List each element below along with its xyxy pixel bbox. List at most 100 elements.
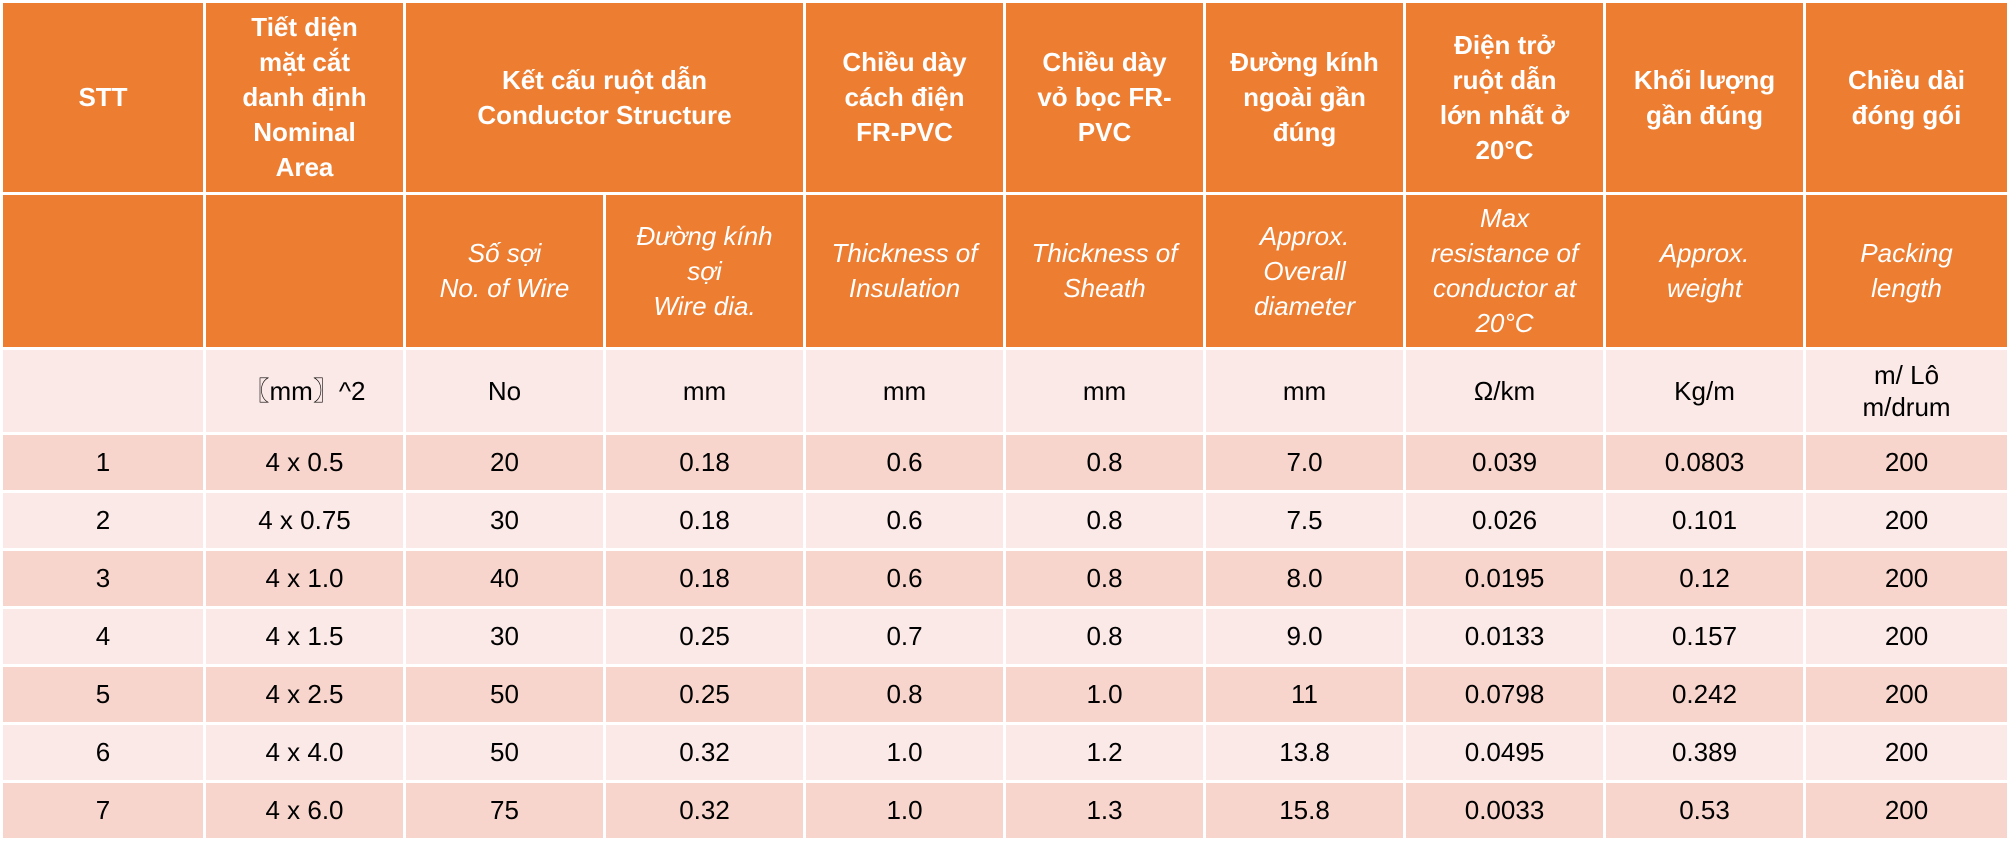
subheader-weight: Approx. weight <box>1603 192 1807 350</box>
cell-insulation: 0.7 <box>803 606 1007 667</box>
unit-insulation: mm <box>803 347 1007 435</box>
header-packing-length: Chiều dài đóng gói <box>1803 0 2007 195</box>
cell-insulation: 1.0 <box>803 780 1007 841</box>
cell-resistance: 0.0195 <box>1403 548 1607 609</box>
cell-stt: 5 <box>0 664 206 725</box>
cell-packing: 200 <box>1803 664 2007 725</box>
cell-sheath: 1.0 <box>1003 664 1207 725</box>
unit-packing: m/ Lô m/drum <box>1803 347 2007 435</box>
cell-sheath: 0.8 <box>1003 432 1207 493</box>
subheader-area <box>203 192 406 350</box>
cell-packing: 200 <box>1803 490 2007 551</box>
cell-weight: 0.12 <box>1603 548 1807 609</box>
cell-wires: 75 <box>403 780 606 841</box>
subheader-wire-dia: Đường kính sợi Wire dia. <box>602 192 807 350</box>
cell-resistance: 0.0798 <box>1403 664 1607 725</box>
cell-resistance: 0.0133 <box>1403 606 1607 667</box>
cell-weight: 0.157 <box>1603 606 1807 667</box>
cell-weight: 0.242 <box>1603 664 1807 725</box>
cell-insulation: 1.0 <box>803 722 1007 783</box>
cell-resistance: 0.0495 <box>1403 722 1607 783</box>
cell-resistance: 0.026 <box>1403 490 1607 551</box>
cell-packing: 200 <box>1803 780 2007 841</box>
header-overall-diameter: Đường kính ngoài gần đúng <box>1203 0 1407 195</box>
unit-stt <box>0 347 206 435</box>
cell-packing: 200 <box>1803 606 2007 667</box>
cell-packing: 200 <box>1803 722 2007 783</box>
cell-packing: 200 <box>1803 548 2007 609</box>
cell-diameter: 9.0 <box>1203 606 1407 667</box>
header-sheath-thickness: Chiều dày vỏ bọc FR- PVC <box>1003 0 1207 195</box>
subheader-stt <box>0 192 206 350</box>
cell-wire-dia: 0.18 <box>602 432 807 493</box>
cell-area: 4 x 0.5 <box>203 432 406 493</box>
cell-area: 4 x 4.0 <box>203 722 406 783</box>
cell-wires: 50 <box>403 664 606 725</box>
subheader-packing: Packing length <box>1803 192 2007 350</box>
cell-sheath: 0.8 <box>1003 490 1207 551</box>
unit-wires: No <box>403 347 606 435</box>
cell-insulation: 0.6 <box>803 490 1007 551</box>
cell-area: 4 x 2.5 <box>203 664 406 725</box>
cell-diameter: 13.8 <box>1203 722 1407 783</box>
header-approx-weight: Khối lượng gần đúng <box>1603 0 1807 195</box>
cell-diameter: 15.8 <box>1203 780 1407 841</box>
header-conductor-structure: Kết cấu ruột dẫn Conductor Structure <box>402 0 807 195</box>
cell-stt: 4 <box>0 606 206 667</box>
cell-area: 4 x 1.0 <box>203 548 406 609</box>
cell-packing: 200 <box>1803 432 2007 493</box>
cell-insulation: 0.6 <box>803 432 1007 493</box>
cell-weight: 0.101 <box>1603 490 1807 551</box>
unit-sheath: mm <box>1003 347 1207 435</box>
subheader-no-of-wire: Số sợi No. of Wire <box>403 192 606 350</box>
cell-wire-dia: 0.18 <box>602 490 807 551</box>
header-insulation-thickness: Chiều dày cách điện FR-PVC <box>803 0 1007 195</box>
cell-diameter: 7.0 <box>1203 432 1407 493</box>
cell-wire-dia: 0.25 <box>602 606 807 667</box>
cell-wires: 30 <box>403 606 606 667</box>
cable-spec-table: STT Tiết diện mặt cắt danh định Nominal … <box>0 0 2007 841</box>
cell-wire-dia: 0.18 <box>602 548 807 609</box>
cell-wire-dia: 0.32 <box>602 780 807 841</box>
unit-area: 〖mm〗^2 <box>203 347 406 435</box>
cell-wires: 30 <box>403 490 606 551</box>
cell-weight: 0.0803 <box>1603 432 1807 493</box>
header-row-vietnamese: STT Tiết diện mặt cắt danh định Nominal … <box>0 0 2007 195</box>
cell-wire-dia: 0.32 <box>602 722 807 783</box>
header-nominal-area: Tiết diện mặt cắt danh định Nominal Area <box>203 0 406 195</box>
cell-sheath: 0.8 <box>1003 606 1207 667</box>
cell-diameter: 11 <box>1203 664 1407 725</box>
header-stt: STT <box>0 0 206 195</box>
cell-area: 4 x 1.5 <box>203 606 406 667</box>
cell-stt: 6 <box>0 722 206 783</box>
cell-area: 4 x 0.75 <box>203 490 406 551</box>
cell-diameter: 8.0 <box>1203 548 1407 609</box>
cell-resistance: 0.039 <box>1403 432 1607 493</box>
header-max-resistance: Điện trở ruột dẫn lớn nhất ở 20°C <box>1403 0 1607 195</box>
cell-weight: 0.53 <box>1603 780 1807 841</box>
cell-wires: 50 <box>403 722 606 783</box>
subheader-sheath: Thickness of Sheath <box>1003 192 1207 350</box>
cell-insulation: 0.8 <box>803 664 1007 725</box>
header-row-english: Số sợi No. of Wire Đường kính sợi Wire d… <box>0 192 2007 350</box>
subheader-insulation: Thickness of Insulation <box>803 192 1007 350</box>
cell-sheath: 0.8 <box>1003 548 1207 609</box>
cell-sheath: 1.3 <box>1003 780 1207 841</box>
cell-resistance: 0.0033 <box>1403 780 1607 841</box>
cell-sheath: 1.2 <box>1003 722 1207 783</box>
unit-diameter: mm <box>1203 347 1407 435</box>
cell-stt: 3 <box>0 548 206 609</box>
cell-weight: 0.389 <box>1603 722 1807 783</box>
unit-resistance: Ω/km <box>1403 347 1607 435</box>
cell-wire-dia: 0.25 <box>602 664 807 725</box>
cell-stt: 1 <box>0 432 206 493</box>
cell-insulation: 0.6 <box>803 548 1007 609</box>
